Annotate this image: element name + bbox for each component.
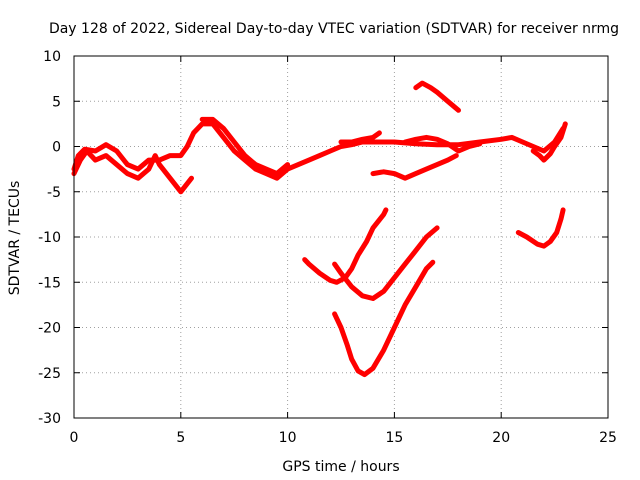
- y-axis-label: SDTVAR / TECUs: [7, 181, 23, 296]
- y-tick-label: -15: [38, 275, 61, 291]
- x-tick-label: 20: [492, 430, 510, 446]
- x-tick-label: 0: [70, 430, 79, 446]
- series-trace: [530, 121, 568, 163]
- y-tick-label: -5: [47, 185, 61, 201]
- x-tick-label: 25: [599, 430, 617, 446]
- series-trace: [338, 130, 382, 145]
- x-tick-label: 10: [279, 430, 297, 446]
- x-tick-label: 15: [385, 430, 403, 446]
- series-trace: [370, 153, 459, 181]
- x-axis-label: GPS time / hours: [282, 459, 399, 475]
- y-tick-label: 10: [43, 49, 61, 65]
- series-trace: [332, 225, 440, 301]
- y-tick-label: -20: [38, 321, 61, 337]
- series-trace: [402, 134, 483, 154]
- series-layer: [71, 80, 568, 378]
- series-trace: [71, 148, 194, 195]
- chart-title: Day 128 of 2022, Sidereal Day-to-day VTE…: [49, 21, 619, 37]
- axis-ticks: 0 5 10 15 20 25 -30 -25 -20 -15 -10 -5 0 5 10: [38, 49, 617, 446]
- y-tick-label: 5: [52, 94, 61, 110]
- y-tick-label: -25: [38, 366, 61, 382]
- y-tick-label: -10: [38, 230, 61, 246]
- y-tick-label: -30: [38, 411, 61, 427]
- y-tick-label: 0: [52, 140, 61, 156]
- series-trace: [332, 259, 436, 378]
- grid-lines: [74, 56, 608, 418]
- x-tick-label: 5: [176, 430, 185, 446]
- series-trace: [515, 207, 566, 249]
- series-trace: [199, 116, 291, 177]
- series-trace: [413, 80, 461, 113]
- series-trace: [302, 207, 389, 285]
